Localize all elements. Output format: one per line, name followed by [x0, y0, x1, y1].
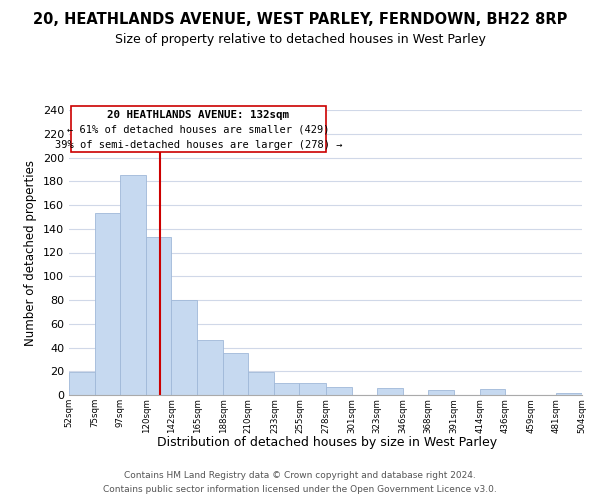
- Bar: [274, 383, 299, 395]
- Bar: [223, 354, 248, 395]
- Text: 20, HEATHLANDS AVENUE, WEST PARLEY, FERNDOWN, BH22 8RP: 20, HEATHLANDS AVENUE, WEST PARLEY, FERN…: [33, 12, 567, 28]
- Bar: [556, 392, 582, 395]
- Text: 20 HEATHLANDS AVENUE: 132sqm: 20 HEATHLANDS AVENUE: 132sqm: [107, 110, 289, 120]
- Bar: [248, 372, 274, 395]
- Bar: [197, 340, 223, 395]
- Bar: [325, 386, 352, 395]
- Text: 39% of semi-detached houses are larger (278) →: 39% of semi-detached houses are larger (…: [55, 140, 342, 149]
- Bar: [95, 214, 120, 395]
- Bar: [428, 390, 454, 395]
- Text: Distribution of detached houses by size in West Parley: Distribution of detached houses by size …: [157, 436, 497, 449]
- Bar: [69, 372, 95, 395]
- Bar: [480, 389, 505, 395]
- Text: Size of property relative to detached houses in West Parley: Size of property relative to detached ho…: [115, 32, 485, 46]
- Y-axis label: Number of detached properties: Number of detached properties: [25, 160, 37, 346]
- Bar: [299, 383, 326, 395]
- Text: Contains public sector information licensed under the Open Government Licence v3: Contains public sector information licen…: [103, 484, 497, 494]
- Bar: [146, 237, 171, 395]
- FancyBboxPatch shape: [71, 106, 325, 152]
- Text: Contains HM Land Registry data © Crown copyright and database right 2024.: Contains HM Land Registry data © Crown c…: [124, 472, 476, 480]
- Text: ← 61% of detached houses are smaller (429): ← 61% of detached houses are smaller (42…: [67, 124, 329, 134]
- Bar: [377, 388, 403, 395]
- Bar: [120, 176, 146, 395]
- Bar: [171, 300, 197, 395]
